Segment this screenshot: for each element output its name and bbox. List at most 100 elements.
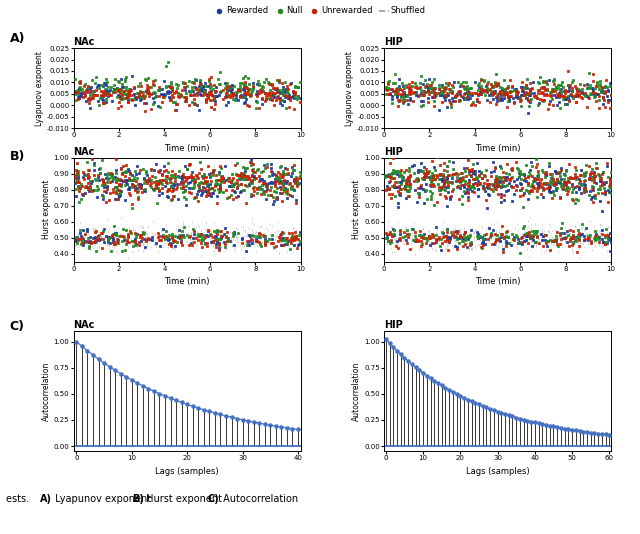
Point: [244, 231, 254, 239]
Point: [274, 175, 284, 183]
Point: [284, 103, 294, 111]
Point: [513, 239, 523, 248]
Point: [503, 93, 513, 101]
Point: [545, 246, 556, 254]
Point: [256, 85, 266, 93]
Point: [496, 198, 506, 207]
Point: [152, 184, 162, 193]
Point: [487, 87, 497, 96]
Point: [244, 237, 255, 245]
Legend: Rewarded, Null, Unrewarded, Shuffled: Rewarded, Null, Unrewarded, Shuffled: [211, 3, 429, 19]
Point: [117, 91, 127, 99]
Point: [589, 92, 600, 100]
Point: [600, 234, 610, 242]
Point: [141, 99, 151, 107]
Point: [426, 234, 436, 242]
Point: [253, 89, 264, 97]
Point: [104, 245, 114, 253]
Point: [567, 233, 577, 242]
Point: [184, 239, 194, 247]
Point: [179, 82, 189, 91]
Point: [440, 250, 450, 258]
Point: [543, 243, 553, 252]
Point: [587, 185, 597, 193]
Point: [83, 172, 93, 180]
Point: [158, 231, 168, 239]
Point: [101, 74, 111, 83]
Point: [291, 83, 301, 91]
Point: [491, 234, 501, 243]
Point: [439, 172, 449, 181]
Point: [229, 241, 239, 249]
Point: [106, 246, 116, 255]
Point: [384, 172, 394, 180]
Point: [385, 228, 395, 237]
Point: [74, 84, 84, 92]
Point: [141, 226, 152, 235]
Point: [536, 236, 547, 245]
Point: [72, 176, 82, 185]
Point: [211, 243, 221, 252]
Point: [534, 99, 544, 107]
Point: [212, 235, 223, 244]
Point: [198, 82, 208, 90]
Point: [588, 183, 598, 192]
Point: [574, 91, 584, 100]
Point: [260, 240, 271, 249]
Point: [513, 165, 524, 174]
Point: [561, 94, 572, 103]
Point: [142, 81, 152, 89]
Point: [550, 83, 561, 91]
Point: [230, 246, 240, 255]
Point: [460, 85, 470, 93]
Point: [220, 93, 230, 101]
Point: [436, 239, 447, 248]
Point: [227, 241, 237, 249]
Point: [291, 234, 301, 242]
Point: [556, 81, 566, 89]
Point: [468, 169, 478, 177]
Point: [427, 156, 437, 165]
Point: [414, 231, 424, 240]
Point: [413, 91, 424, 99]
Point: [145, 181, 156, 190]
Point: [218, 174, 228, 182]
Point: [252, 87, 262, 96]
Point: [97, 233, 108, 241]
Point: [212, 180, 222, 189]
Point: [538, 193, 548, 201]
Point: [492, 218, 502, 226]
Point: [99, 78, 109, 87]
Point: [203, 92, 213, 100]
Point: [600, 231, 610, 240]
Point: [275, 93, 285, 102]
Point: [600, 190, 611, 198]
Point: [495, 88, 505, 97]
Point: [229, 91, 239, 100]
Point: [184, 222, 195, 230]
Point: [104, 195, 114, 204]
Point: [259, 187, 269, 195]
Point: [74, 234, 84, 243]
Point: [80, 230, 90, 238]
Point: [113, 247, 123, 256]
Point: [78, 232, 88, 241]
Point: [73, 182, 83, 190]
Point: [556, 234, 566, 242]
Point: [108, 185, 118, 194]
Point: [572, 85, 582, 94]
Point: [392, 178, 403, 186]
Point: [115, 189, 125, 197]
Point: [87, 155, 97, 163]
Point: [587, 164, 597, 173]
Point: [447, 170, 458, 179]
Point: [491, 232, 501, 240]
Point: [78, 234, 88, 243]
Point: [447, 231, 458, 239]
Point: [571, 426, 581, 435]
Point: [240, 72, 250, 80]
Point: [470, 89, 480, 98]
Point: [513, 232, 524, 240]
Point: [566, 84, 577, 92]
Point: [578, 222, 588, 230]
